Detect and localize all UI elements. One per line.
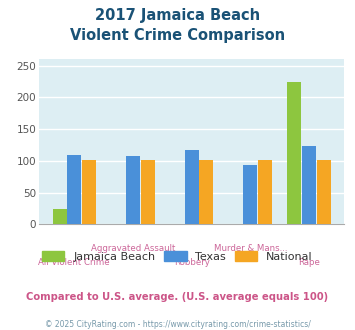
- Text: Violent Crime Comparison: Violent Crime Comparison: [70, 28, 285, 43]
- Bar: [126, 156, 140, 224]
- Bar: [82, 160, 96, 224]
- Text: Aggravated Assault: Aggravated Assault: [91, 244, 175, 253]
- Text: Murder & Mans...: Murder & Mans...: [214, 244, 287, 253]
- Text: All Violent Crime: All Violent Crime: [38, 258, 110, 267]
- Text: Robbery: Robbery: [174, 258, 210, 267]
- Bar: [141, 160, 155, 224]
- Bar: [302, 146, 316, 224]
- Bar: [53, 209, 67, 224]
- Text: Compared to U.S. average. (U.S. average equals 100): Compared to U.S. average. (U.S. average …: [26, 292, 329, 302]
- Bar: [288, 82, 301, 224]
- Text: © 2025 CityRating.com - https://www.cityrating.com/crime-statistics/: © 2025 CityRating.com - https://www.city…: [45, 320, 310, 329]
- Bar: [258, 160, 272, 224]
- Legend: Jamaica Beach, Texas, National: Jamaica Beach, Texas, National: [38, 247, 317, 267]
- Bar: [67, 154, 81, 224]
- Bar: [317, 160, 331, 224]
- Bar: [185, 150, 199, 224]
- Bar: [200, 160, 213, 224]
- Text: 2017 Jamaica Beach: 2017 Jamaica Beach: [95, 8, 260, 23]
- Bar: [244, 165, 257, 224]
- Text: Rape: Rape: [298, 258, 320, 267]
